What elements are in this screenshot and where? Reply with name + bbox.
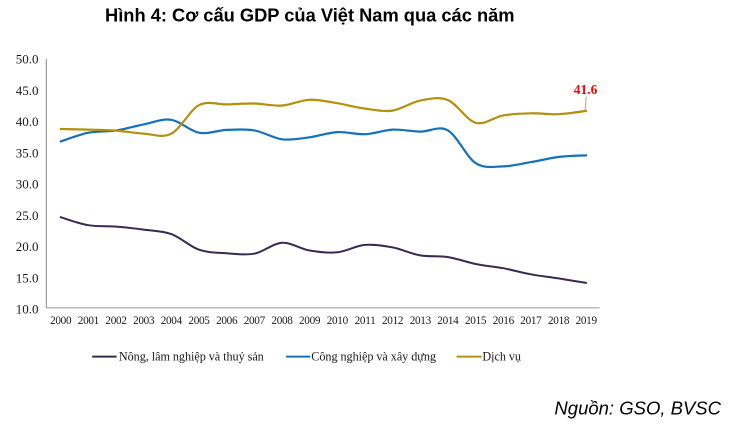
svg-text:2004: 2004 (161, 315, 183, 327)
svg-text:Nông, lâm nghiệp và thuỷ sản: Nông, lâm nghiệp và thuỷ sản (119, 349, 264, 363)
svg-text:2003: 2003 (133, 315, 155, 327)
svg-text:Dịch vụ: Dịch vụ (482, 349, 521, 363)
svg-text:2007: 2007 (244, 315, 266, 327)
svg-text:2016: 2016 (493, 315, 515, 327)
svg-text:2000: 2000 (50, 315, 72, 327)
svg-text:40.0: 40.0 (16, 114, 39, 129)
svg-text:2006: 2006 (216, 315, 238, 327)
svg-text:50.0: 50.0 (16, 52, 39, 67)
svg-text:2014: 2014 (437, 315, 459, 327)
svg-text:2005: 2005 (188, 315, 210, 327)
svg-text:2013: 2013 (410, 315, 432, 327)
svg-text:35.0: 35.0 (16, 145, 39, 160)
svg-text:2011: 2011 (355, 315, 376, 327)
svg-text:25.0: 25.0 (16, 208, 39, 223)
svg-text:2018: 2018 (548, 315, 570, 327)
svg-text:30.0: 30.0 (16, 177, 39, 192)
svg-text:45.0: 45.0 (16, 83, 39, 98)
svg-text:2017: 2017 (520, 315, 542, 327)
svg-text:2001: 2001 (78, 315, 99, 327)
svg-text:2002: 2002 (105, 315, 126, 327)
svg-text:2019: 2019 (576, 315, 598, 327)
svg-text:2010: 2010 (327, 315, 349, 327)
svg-text:2009: 2009 (299, 315, 321, 327)
svg-text:10.0: 10.0 (16, 302, 39, 317)
svg-text:41.6: 41.6 (574, 82, 598, 97)
svg-text:Nguồn: GSO, BVSC: Nguồn: GSO, BVSC (554, 397, 721, 418)
svg-text:2008: 2008 (271, 315, 293, 327)
svg-text:Hình 4: Cơ cấu GDP của Việt Na: Hình 4: Cơ cấu GDP của Việt Nam qua các … (105, 5, 515, 26)
svg-text:Công nghiệp và xây dựng: Công nghiệp và xây dựng (311, 349, 436, 363)
svg-text:15.0: 15.0 (16, 270, 39, 285)
svg-text:20.0: 20.0 (16, 239, 39, 254)
svg-text:2012: 2012 (382, 315, 403, 327)
svg-text:2015: 2015 (465, 315, 487, 327)
